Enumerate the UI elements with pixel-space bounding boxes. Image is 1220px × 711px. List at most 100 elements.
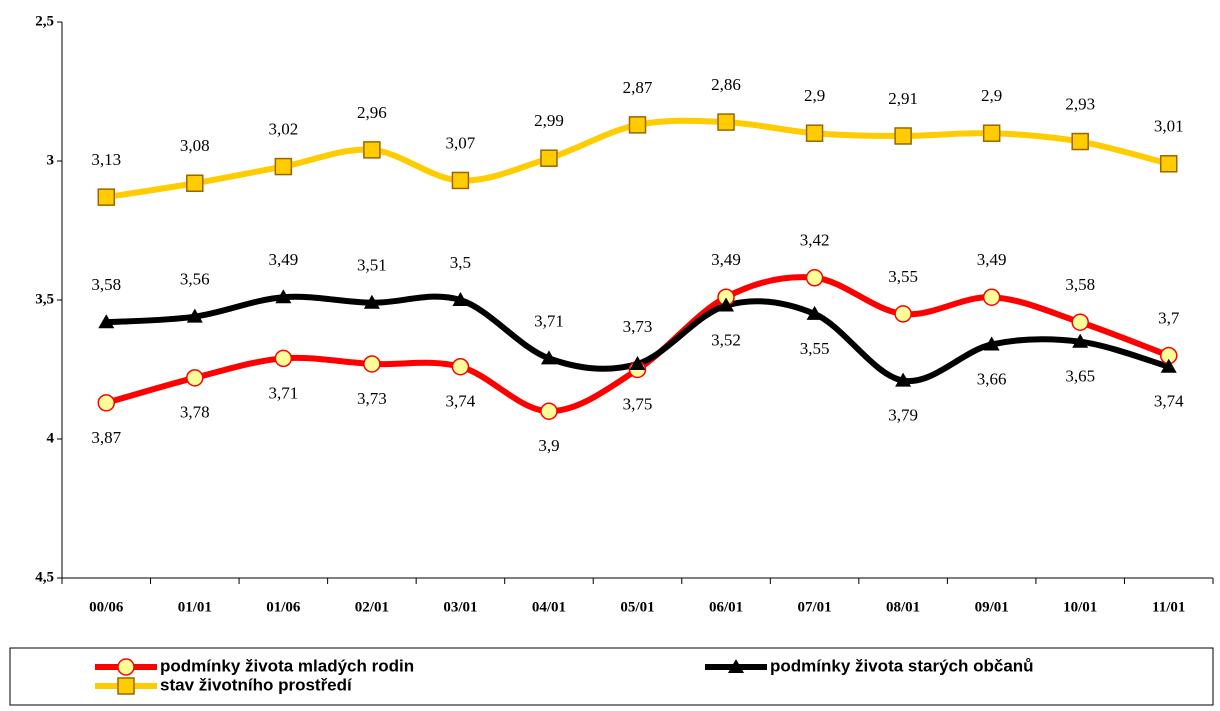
point: [1071, 313, 1089, 331]
point: [186, 369, 204, 387]
data-label: 3,5: [450, 253, 471, 272]
data-label: 3,55: [800, 339, 830, 358]
point: [274, 157, 293, 176]
point: [97, 394, 116, 412]
legend-marker: [117, 658, 135, 676]
data-label: 3,08: [180, 136, 210, 155]
point: [275, 289, 292, 304]
data-label: 3,71: [534, 311, 564, 330]
data-label: 3,66: [977, 369, 1007, 388]
legend-marker: [117, 677, 135, 695]
point: [717, 113, 735, 131]
data-label: 3,7: [1158, 309, 1180, 328]
data-label: 3,42: [800, 231, 830, 250]
y-tick-label: 4,5: [35, 569, 54, 585]
data-label: 3,55: [888, 267, 918, 286]
x-tick-label: 02/01: [355, 599, 389, 615]
point: [540, 149, 558, 167]
point: [540, 350, 557, 365]
data-label: 3,49: [711, 250, 741, 269]
data-label: 2,86: [711, 75, 741, 94]
y-tick-label: 4: [47, 430, 55, 446]
point: [451, 357, 470, 376]
point: [806, 305, 823, 320]
x-tick-label: 10/01: [1063, 599, 1097, 615]
x-tick-label: 04/01: [532, 599, 566, 615]
data-label: 3,65: [1065, 367, 1095, 386]
point: [1160, 358, 1177, 373]
point: [274, 349, 293, 368]
x-tick-label: 07/01: [797, 599, 831, 615]
x-tick-label: 09/01: [975, 599, 1009, 615]
legend-label: stav životního prostředí: [160, 675, 353, 694]
data-label: 3,56: [180, 270, 210, 289]
data-label: 2,99: [534, 111, 564, 130]
point: [629, 355, 646, 370]
point: [628, 116, 647, 134]
legend-label: podmínky života starých občanů: [770, 656, 1034, 675]
x-tick-label: 11/01: [1152, 599, 1185, 615]
data-label: 3,71: [268, 383, 298, 402]
point: [363, 141, 381, 159]
data-label: 3,02: [268, 119, 298, 138]
data-label: 3,58: [1065, 275, 1095, 294]
legend-marker: [728, 659, 744, 673]
point: [982, 124, 1001, 142]
point: [363, 294, 380, 309]
data-label: 2,9: [804, 86, 825, 105]
data-label: 2,9: [981, 86, 1002, 105]
point: [451, 171, 470, 190]
x-tick-label: 01/06: [266, 599, 301, 615]
y-tick-label: 3: [47, 152, 55, 168]
data-label: 3,13: [91, 150, 121, 169]
data-label: 3,52: [711, 330, 741, 349]
data-label: 3,9: [538, 436, 559, 455]
point: [540, 402, 558, 420]
data-label: 3,73: [357, 389, 387, 408]
data-label: 3,49: [268, 250, 298, 269]
point: [97, 188, 116, 206]
point: [894, 305, 912, 323]
data-label: 3,87: [91, 428, 121, 447]
point: [1071, 132, 1089, 151]
x-tick-label: 06/01: [709, 599, 743, 615]
point: [98, 314, 115, 329]
legend-label: podmínky života mladých rodin: [160, 656, 414, 675]
point: [186, 174, 204, 192]
x-tick-label: 00/06: [89, 599, 124, 615]
point: [983, 336, 1000, 351]
data-label: 2,91: [888, 89, 918, 108]
y-tick-label: 2,5: [35, 13, 54, 29]
x-tick-label: 03/01: [443, 599, 477, 615]
data-label: 3,07: [446, 133, 476, 152]
point: [1072, 333, 1089, 348]
data-label: 2,87: [623, 78, 653, 97]
data-label: 3,49: [977, 250, 1007, 269]
data-label: 2,96: [357, 103, 387, 122]
data-label: 3,78: [180, 403, 210, 422]
point: [186, 308, 203, 323]
point: [363, 355, 381, 373]
data-label: 3,74: [1154, 392, 1184, 411]
data-label: 3,01: [1154, 117, 1184, 136]
point: [805, 124, 824, 142]
data-label: 3,58: [91, 275, 121, 294]
data-label: 3,51: [357, 256, 387, 275]
x-tick-label: 05/01: [620, 599, 654, 615]
point: [895, 372, 912, 387]
data-label: 3,73: [623, 317, 653, 336]
data-label: 3,79: [888, 406, 918, 425]
data-label: 3,74: [446, 392, 476, 411]
x-tick-label: 08/01: [886, 599, 920, 615]
y-tick-label: 3,5: [35, 291, 54, 307]
point: [452, 292, 469, 306]
data-label: 3,75: [623, 394, 653, 413]
point: [718, 297, 735, 312]
x-tick-label: 01/01: [178, 599, 212, 615]
point: [1159, 155, 1178, 173]
point: [805, 269, 824, 287]
legend-box: [9, 647, 1214, 706]
point: [894, 127, 912, 145]
data-label: 2,93: [1065, 94, 1095, 113]
